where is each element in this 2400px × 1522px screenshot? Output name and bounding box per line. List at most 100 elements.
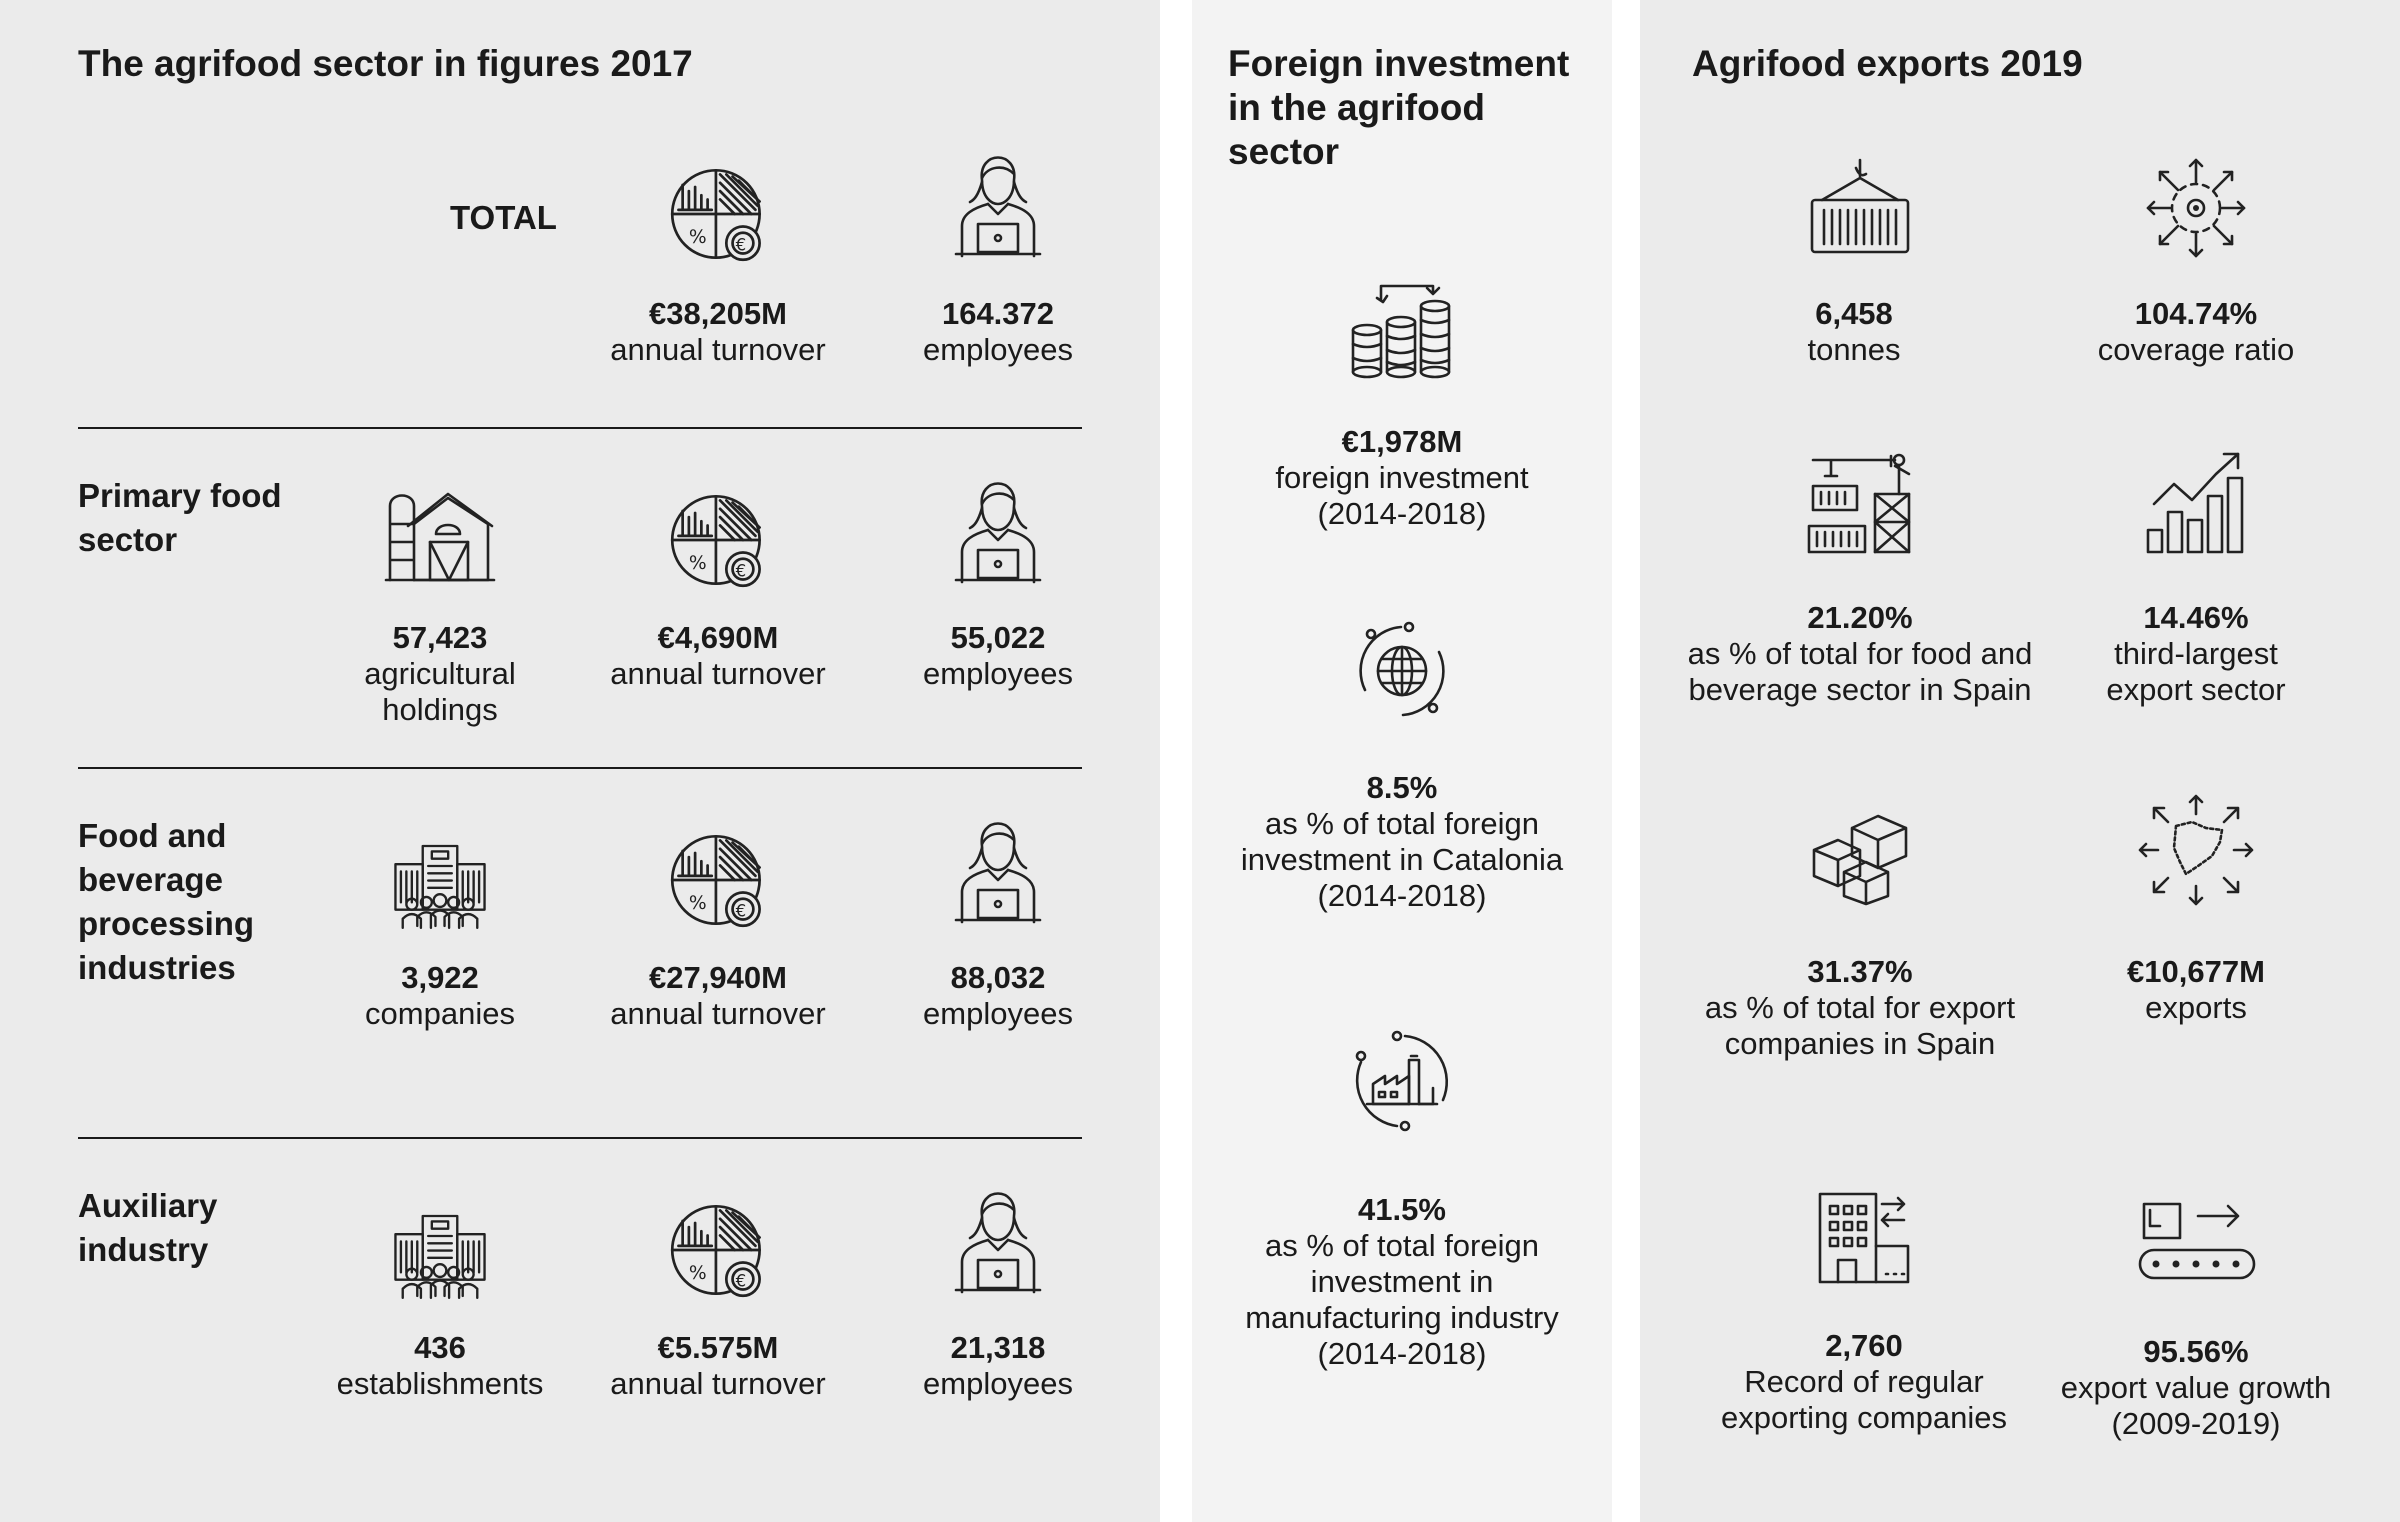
container-crane-icon — [1808, 156, 1912, 260]
virus-arrows-icon — [2144, 156, 2248, 260]
stat-desc: as % of total for food and — [1687, 636, 2033, 671]
auxiliary-employees: 21,318 employees — [923, 1330, 1073, 1402]
stat-value: €1,978M — [1341, 424, 1463, 459]
label-line: industry — [78, 1231, 209, 1268]
pie-chart-euro-icon — [666, 488, 770, 592]
stat-desc: as % of total for export — [1704, 990, 2016, 1025]
coin-stacks-icon — [1347, 278, 1457, 382]
stat-value: 21.20% — [1807, 600, 1913, 635]
third-largest-stat: 14.46% third-largest export sector — [2106, 600, 2285, 708]
processing-employees: 88,032 employees — [923, 960, 1073, 1032]
stat-desc: companies — [365, 996, 515, 1031]
panel-title: The agrifood sector in figures 2017 — [78, 43, 693, 84]
office-building-people-icon — [390, 836, 490, 936]
divider — [78, 1137, 1082, 1139]
stat-value: €10,677M — [2127, 954, 2265, 989]
stat-desc: coverage ratio — [2097, 332, 2295, 367]
label-line: Food and — [78, 817, 227, 854]
auxiliary-label: Auxiliary industry — [78, 1184, 217, 1272]
stat-desc: annual turnover — [610, 332, 826, 367]
pie-chart-euro-icon — [666, 162, 770, 266]
stat-desc: annual turnover — [610, 1366, 826, 1401]
stat-desc: export value growth — [2060, 1370, 2332, 1405]
processing-label: Food and beverage processing industries — [78, 814, 254, 990]
stat-value: 21,318 — [950, 1330, 1046, 1365]
export-growth-stat: 95.56% export value growth (2009-2019) — [2061, 1334, 2332, 1442]
worker-laptop-icon — [948, 806, 1048, 926]
stat-desc: investment in — [1310, 1264, 1494, 1299]
stat-value: 3,922 — [401, 960, 479, 995]
total-turnover: €38,205M annual turnover — [610, 296, 825, 368]
label-line: processing — [78, 905, 255, 942]
stat-value: 57,423 — [392, 620, 488, 655]
primary-label: Primary food sector — [78, 474, 282, 562]
catalonia-share-stat: 8.5% as % of total foreign investment in C… — [1241, 770, 1563, 914]
worker-laptop-icon — [948, 140, 1048, 260]
pie-chart-euro-icon — [666, 828, 770, 932]
agrifood-figures-panel: The agrifood sector in figures 2017 TOTA… — [0, 0, 1160, 1522]
stat-desc: as % of total foreign — [1264, 1228, 1539, 1263]
foreign-investment-panel: Foreign investment in the agrifood sector … — [1192, 0, 1612, 1522]
stat-desc: as % of total foreign — [1264, 806, 1539, 841]
stat-desc: foreign investment — [1275, 460, 1529, 495]
stat-desc: beverage sector in Spain — [1688, 672, 2032, 707]
processing-companies: 3,922 companies — [365, 960, 515, 1032]
title-line: sector — [1228, 131, 1340, 172]
panel-title: Agrifood exports 2019 — [1692, 43, 2083, 84]
stat-value: 31.37% — [1807, 954, 1913, 989]
stat-desc: employees — [923, 656, 1073, 691]
stat-desc: companies in Spain — [1724, 1026, 1996, 1061]
foreign-investment-stat: €1,978M foreign investment (2014-2018) — [1275, 424, 1528, 532]
stat-desc: establishments — [336, 1366, 544, 1401]
stat-desc: tonnes — [1807, 332, 1901, 367]
title-line: in the agrifood — [1228, 87, 1485, 128]
stat-value: 88,032 — [950, 960, 1046, 995]
auxiliary-establishments: 436 establishments — [337, 1330, 544, 1402]
total-employees: 164.372 employees — [923, 296, 1073, 368]
stat-value: 164.372 — [941, 296, 1055, 331]
stat-desc: annual turnover — [610, 996, 826, 1031]
stat-value: 104.74% — [2134, 296, 2258, 331]
stat-desc: Record of regular — [1744, 1364, 1984, 1399]
primary-turnover: €4,690M annual turnover — [610, 620, 825, 692]
pie-chart-euro-icon — [666, 1198, 770, 1302]
globe-cycle-icon — [1347, 616, 1457, 726]
stat-value: €27,940M — [649, 960, 787, 995]
port-crane-containers-icon — [1805, 452, 1915, 558]
stat-value: 436 — [414, 1330, 466, 1365]
stat-value: 8.5% — [1366, 770, 1438, 805]
stat-desc: holdings — [382, 692, 498, 727]
label-line: Auxiliary — [78, 1187, 218, 1224]
label-line: industries — [78, 949, 236, 986]
regular-exporters-stat: 2,760 Record of regular exporting companie… — [1721, 1328, 2007, 1436]
stat-value: 14.46% — [2143, 600, 2249, 635]
stat-value: 41.5% — [1358, 1192, 1446, 1227]
exports-value-stat: €10,677M exports — [2127, 954, 2265, 1026]
coverage-stat: 104.74% coverage ratio — [2098, 296, 2294, 368]
manufacturing-share-stat: 41.5% as % of total foreign investment in m… — [1245, 1192, 1559, 1372]
office-building-people-icon — [390, 1206, 490, 1306]
export-companies-share-stat: 31.37% as % of total for export companies … — [1705, 954, 2015, 1062]
panel-title: Foreign investment in the agrifood sector — [1228, 42, 1569, 174]
stat-desc: employees — [923, 332, 1073, 367]
divider — [78, 767, 1082, 769]
label-line: beverage — [78, 861, 223, 898]
stat-desc: (2014-2018) — [1317, 878, 1487, 913]
stat-desc: third-largest — [2114, 636, 2278, 671]
title-line: Foreign investment — [1228, 43, 1570, 84]
farm-barn-icon — [384, 484, 496, 588]
stat-desc: employees — [923, 996, 1073, 1031]
stat-value: €38,205M — [649, 296, 787, 331]
agrifood-exports-panel: Agrifood exports 2019 6,458 tonnes 104.74… — [1640, 0, 2400, 1522]
catalonia-map-arrows-icon — [2136, 790, 2256, 910]
stat-desc: (2014-2018) — [1317, 1336, 1487, 1371]
factory-cycle-icon — [1347, 1026, 1457, 1136]
auxiliary-turnover: €5.575M annual turnover — [610, 1330, 825, 1402]
food-sector-share-stat: 21.20% as % of total for food and beverage… — [1688, 600, 2033, 708]
divider — [78, 427, 1082, 429]
bar-chart-growth-icon — [2140, 448, 2252, 558]
label-line: sector — [78, 521, 178, 558]
primary-holdings: 57,423 agricultural holdings — [364, 620, 516, 728]
stat-value: 55,022 — [950, 620, 1046, 655]
tonnes-stat: 6,458 tonnes — [1807, 296, 1900, 368]
